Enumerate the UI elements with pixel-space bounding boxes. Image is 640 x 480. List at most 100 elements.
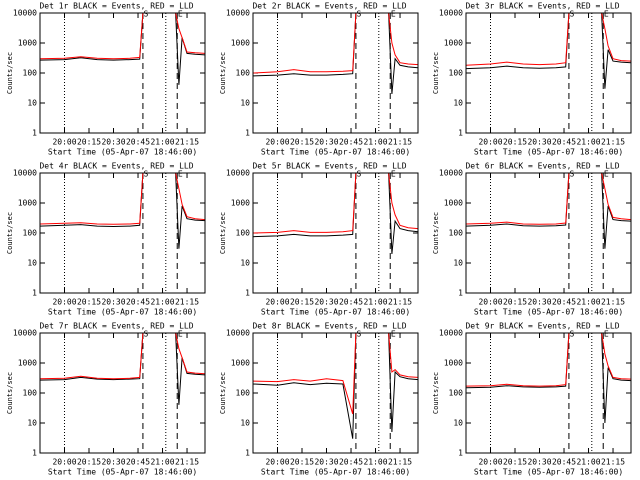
y-tick-label: 1	[245, 129, 250, 138]
y-tick-label: 1000	[18, 199, 37, 208]
x-tick-label: 21:15	[388, 138, 412, 147]
x-tick-label: 21:15	[175, 298, 199, 307]
y-axis-label: Counts/sec	[219, 52, 227, 94]
series-line	[466, 13, 631, 89]
x-tick-label: 20:30	[314, 298, 338, 307]
panel: Det 9r BLACK = Events, RED = LLD Start Ti…	[432, 322, 632, 477]
y-tick-label: 1000	[231, 39, 250, 48]
y-tick-label: 1	[458, 449, 463, 458]
y-tick-label: 10	[453, 259, 463, 268]
x-tick-label: 20:00	[52, 458, 76, 467]
plot-frame	[465, 332, 632, 454]
annotation: E	[391, 170, 396, 179]
x-tick-label: 21:00	[576, 458, 600, 467]
series-line	[466, 13, 631, 66]
x-tick-label: 21:00	[150, 458, 174, 467]
x-axis-label: Start Time (05-Apr-07 18:46:00)	[48, 148, 197, 157]
y-tick-label: 10	[240, 99, 250, 108]
y-tick-label: 100	[449, 69, 464, 78]
plot-frame	[39, 172, 206, 294]
annotation: E	[178, 10, 183, 19]
chart-title: Det 7r BLACK = Events, RED = LLD	[39, 322, 193, 331]
y-tick-label: 100	[449, 229, 464, 238]
plot-frame	[252, 332, 419, 454]
x-tick-label: 20:45	[552, 138, 576, 147]
y-tick-label: 1000	[18, 359, 37, 368]
plot-frame	[39, 12, 206, 134]
y-tick-label: 1000	[231, 199, 250, 208]
series-line	[466, 173, 631, 225]
x-tick-label: 21:15	[175, 138, 199, 147]
series-line	[466, 333, 631, 387]
y-tick-label: 1	[458, 289, 463, 298]
x-tick-label: 20:45	[552, 458, 576, 467]
annotation: E	[178, 170, 183, 179]
panel: Det 2r BLACK = Events, RED = LLD Start Ti…	[219, 2, 419, 157]
x-tick-label: 20:45	[339, 298, 363, 307]
plot-frame	[465, 172, 632, 294]
panel: Det 8r BLACK = Events, RED = LLD Start Ti…	[219, 322, 419, 477]
x-tick-label: 20:45	[339, 138, 363, 147]
y-tick-label: 10	[240, 419, 250, 428]
x-tick-label: 20:00	[478, 458, 502, 467]
y-tick-label: 10000	[13, 9, 37, 18]
y-tick-label: 10	[453, 419, 463, 428]
annotation: E	[178, 330, 183, 339]
series-line	[253, 173, 418, 234]
panel: Det 7r BLACK = Events, RED = LLD Start Ti…	[6, 322, 206, 477]
y-axis-label: Counts/sec	[432, 372, 440, 414]
chart-title: Det 4r BLACK = Events, RED = LLD	[39, 162, 193, 171]
y-tick-label: 10000	[13, 169, 37, 178]
panel: Det 5r BLACK = Events, RED = LLD Start Ti…	[219, 162, 419, 317]
x-tick-label: 21:15	[601, 138, 625, 147]
series-line	[40, 173, 205, 249]
y-tick-label: 100	[449, 389, 464, 398]
y-tick-label: 1000	[18, 39, 37, 48]
x-tick-label: 20:00	[52, 298, 76, 307]
y-tick-label: 10000	[439, 329, 463, 338]
plot-frame	[252, 172, 419, 294]
x-tick-label: 21:15	[601, 298, 625, 307]
x-tick-label: 20:30	[527, 298, 551, 307]
y-tick-label: 10	[27, 99, 37, 108]
y-tick-label: 10000	[439, 169, 463, 178]
x-tick-label: 20:30	[527, 138, 551, 147]
y-tick-label: 1000	[231, 359, 250, 368]
y-tick-label: 1	[245, 449, 250, 458]
y-tick-label: 10000	[439, 9, 463, 18]
y-tick-label: 10	[453, 99, 463, 108]
x-tick-label: 20:45	[126, 458, 150, 467]
annotation: E	[604, 330, 609, 339]
x-axis-label: Start Time (05-Apr-07 18:46:00)	[474, 148, 623, 157]
x-tick-label: 20:15	[503, 458, 527, 467]
x-axis-label: Start Time (05-Apr-07 18:46:00)	[474, 468, 623, 477]
chart-title: Det 9r BLACK = Events, RED = LLD	[465, 322, 619, 331]
y-tick-label: 10	[240, 259, 250, 268]
chart-title: Det 2r BLACK = Events, RED = LLD	[252, 2, 406, 11]
x-tick-label: 20:45	[126, 138, 150, 147]
series-line	[40, 333, 205, 380]
plot-frame	[465, 12, 632, 134]
x-tick-label: 20:15	[290, 138, 314, 147]
y-tick-label: 1	[245, 289, 250, 298]
annotation: S	[357, 330, 362, 339]
annotation: E	[604, 170, 609, 179]
x-tick-label: 20:00	[478, 138, 502, 147]
plot-frame	[39, 332, 206, 454]
x-axis-label: Start Time (05-Apr-07 18:46:00)	[474, 308, 623, 317]
x-tick-label: 20:15	[77, 298, 101, 307]
plot-frame	[252, 12, 419, 134]
x-tick-label: 21:00	[576, 298, 600, 307]
chart-title: Det 6r BLACK = Events, RED = LLD	[465, 162, 619, 171]
x-tick-label: 21:00	[150, 298, 174, 307]
x-tick-label: 21:00	[150, 138, 174, 147]
y-tick-label: 100	[23, 389, 38, 398]
panel: Det 1r BLACK = Events, RED = LLD Start Ti…	[6, 2, 206, 157]
annotation: S	[357, 10, 362, 19]
x-axis-label: Start Time (05-Apr-07 18:46:00)	[261, 148, 410, 157]
y-axis-label: Counts/sec	[432, 52, 440, 94]
y-axis-label: Counts/sec	[432, 212, 440, 254]
x-tick-label: 20:30	[314, 138, 338, 147]
